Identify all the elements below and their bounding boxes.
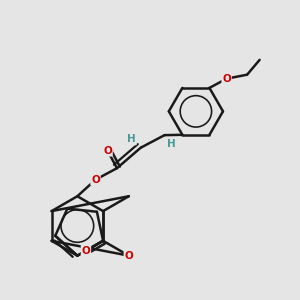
Text: O: O [91,175,100,185]
Text: O: O [124,251,133,261]
Text: O: O [82,246,90,256]
Text: H: H [167,140,176,149]
Text: H: H [127,134,136,144]
Text: O: O [103,146,112,156]
Text: O: O [222,74,231,84]
